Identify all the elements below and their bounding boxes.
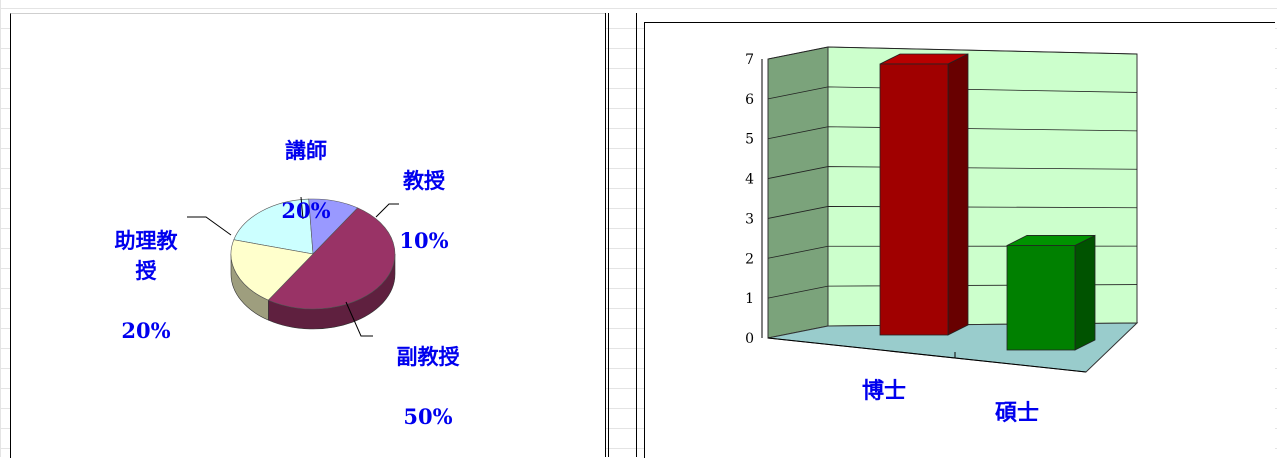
pie-label-associate-professor-pct: 50% bbox=[403, 404, 453, 429]
pie-label-assistant-professor-name: 助理教授 bbox=[114, 228, 178, 283]
pie-label-professor-pct: 10% bbox=[399, 228, 449, 253]
column-separator-right bbox=[636, 13, 637, 457]
bar-side-wall bbox=[767, 46, 829, 339]
pie-chart bbox=[187, 196, 399, 337]
bar-y-tick-label: 1 bbox=[745, 291, 754, 307]
pie-label-lecturer-name: 講師 bbox=[285, 138, 327, 163]
bar-side-1 bbox=[1074, 234, 1096, 351]
pie-leader-line-3 bbox=[187, 216, 232, 236]
bar-y-tick-label: 6 bbox=[745, 92, 754, 108]
pie-label-lecturer-pct: 20% bbox=[281, 198, 331, 223]
bar-y-tick-label: 5 bbox=[745, 132, 754, 148]
pie-leader-line-1 bbox=[375, 203, 399, 218]
bar-category-label-masters: 碩士 bbox=[995, 400, 1040, 426]
pie-chart-panel[interactable]: 講師 20% 教授 10% 副教授 50% 助理教授 20% bbox=[10, 13, 605, 458]
pie-label-associate-professor: 副教授 50% bbox=[383, 312, 473, 458]
bar-y-tick-label: 0 bbox=[745, 331, 754, 347]
bar-0 bbox=[879, 53, 969, 336]
bar-gridline-6 bbox=[767, 86, 1138, 100]
bar-chart-panel[interactable]: 0 1 2 3 4 5 6 7 博士 碩士 bbox=[644, 22, 1275, 458]
column-separator bbox=[605, 13, 606, 457]
bar-gridline-5 bbox=[767, 126, 1138, 140]
bar-front-1 bbox=[1006, 245, 1076, 351]
pie-slice-2 bbox=[267, 207, 396, 310]
bar-front-0 bbox=[879, 63, 949, 336]
pie-label-professor-name: 教授 bbox=[403, 168, 445, 193]
bar-y-tick-label: 3 bbox=[745, 211, 754, 227]
bar-y-tick-label: 4 bbox=[745, 172, 754, 188]
pie-label-lecturer: 講師 20% bbox=[271, 106, 341, 256]
bar-gridline-4 bbox=[767, 166, 1138, 179]
pie-leader-line-0 bbox=[300, 196, 304, 220]
bar-x-axis bbox=[767, 337, 1087, 373]
bar-side-0 bbox=[947, 53, 969, 336]
pie-label-assistant-professor-pct: 20% bbox=[121, 318, 171, 343]
bar-1 bbox=[1006, 234, 1096, 351]
pie-label-associate-professor-name: 副教授 bbox=[396, 344, 460, 369]
bar-y-tick-label: 7 bbox=[745, 52, 754, 68]
pie-label-professor: 教授 10% bbox=[389, 136, 459, 286]
pie-slice-3 bbox=[230, 239, 314, 301]
bar-chart: 0 1 2 3 4 5 6 7 bbox=[745, 46, 1139, 373]
bar-y-tick-label: 2 bbox=[745, 251, 754, 267]
bar-gridline-7 bbox=[767, 46, 1138, 60]
bar-category-label-phd: 博士 bbox=[862, 378, 907, 404]
bar-gridline-3 bbox=[767, 206, 1138, 219]
pie-label-assistant-professor: 助理教授 20% bbox=[101, 196, 191, 376]
pie-leader-line-2 bbox=[345, 301, 373, 337]
column-separator-double bbox=[608, 13, 609, 457]
